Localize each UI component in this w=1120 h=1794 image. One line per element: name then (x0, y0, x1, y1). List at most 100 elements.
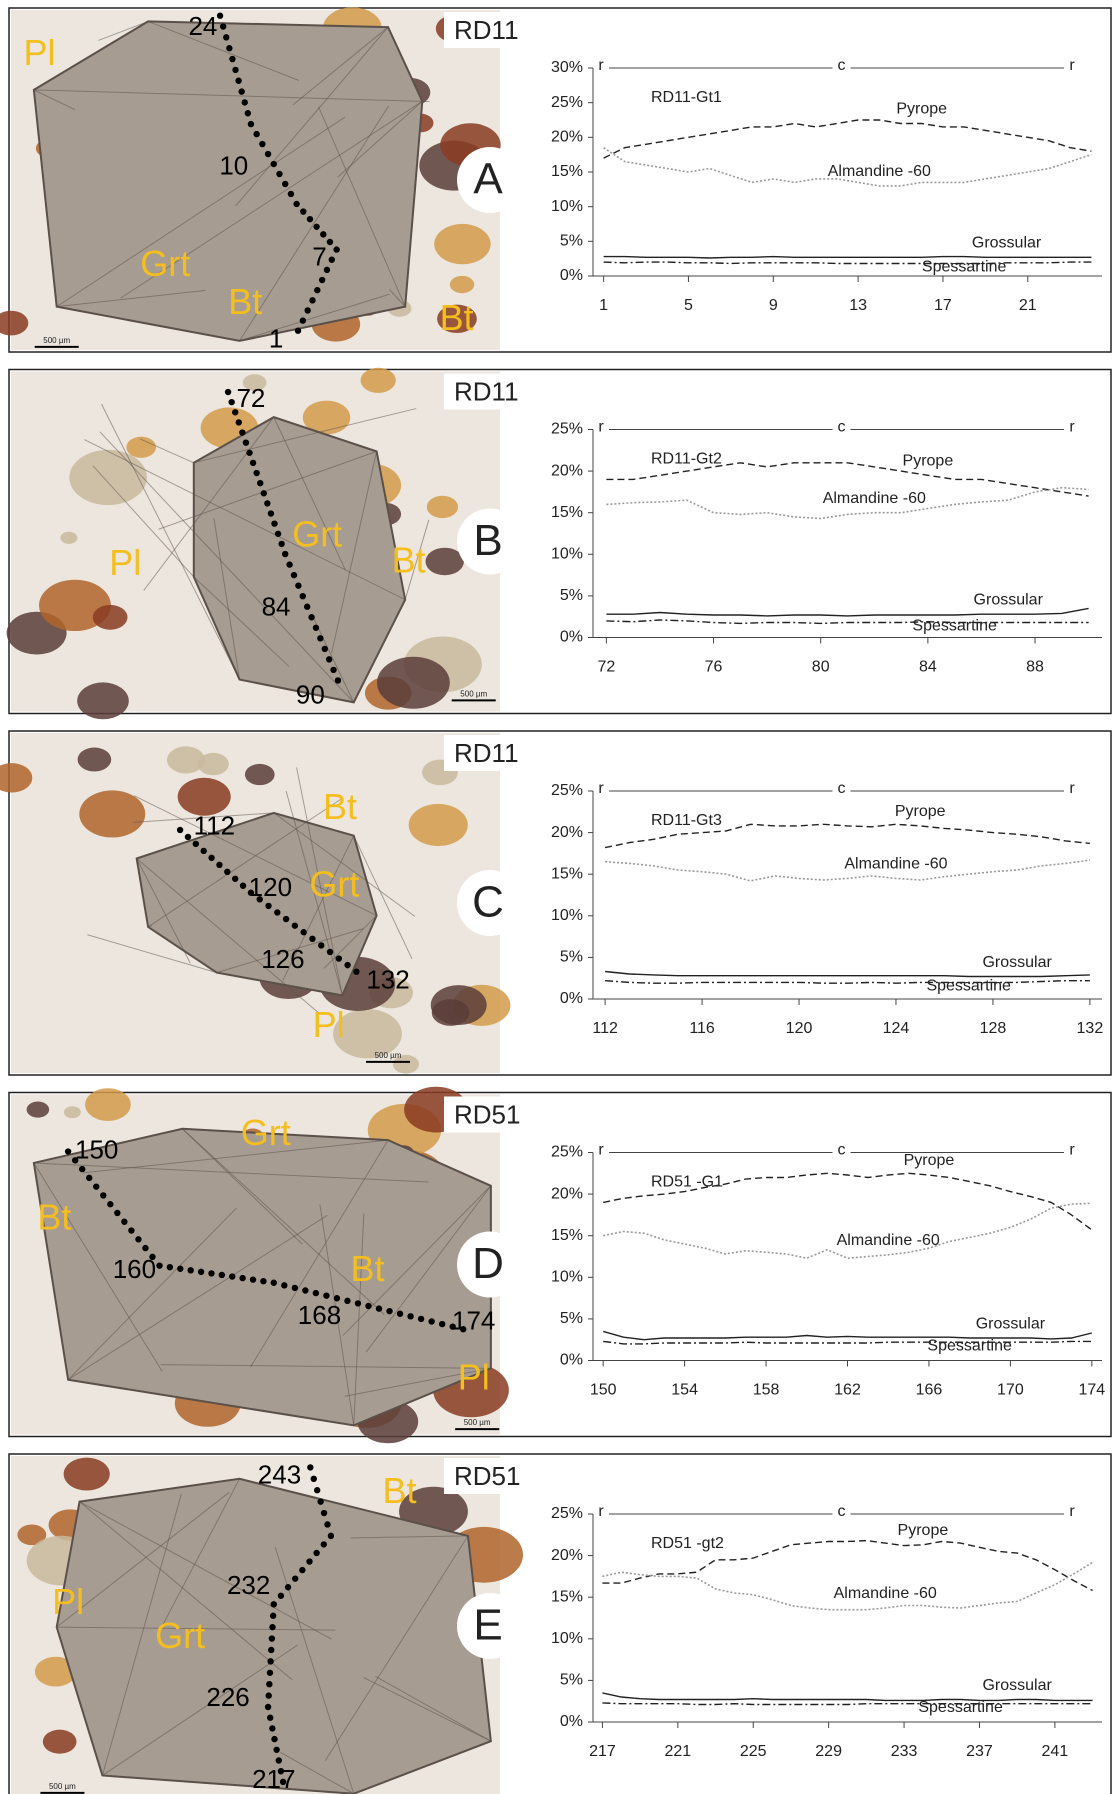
scale-bar-label: 500 µm (460, 689, 487, 698)
series-label: Grossular (976, 1315, 1046, 1332)
analysis-spot (275, 531, 281, 537)
analysis-spot (253, 131, 259, 137)
y-tick-label: 5% (560, 233, 583, 250)
y-tick-label: 25% (551, 1144, 583, 1161)
mineral-grain (245, 764, 275, 785)
spot-label: 84 (262, 592, 291, 622)
y-tick-label: 20% (551, 462, 583, 479)
y-tick-label: 10% (551, 198, 583, 215)
analysis-spot (239, 429, 245, 435)
series-label: Almandine -60 (837, 1232, 940, 1249)
analysis-spot (278, 541, 284, 547)
x-tick-label: 17 (934, 297, 952, 314)
analysis-spot (397, 1311, 403, 1317)
analysis-spot (264, 500, 270, 506)
mineral-label: Pl (109, 542, 141, 583)
analysis-spot (270, 1613, 276, 1619)
micrograph: PlGrtBt728490500 µm (7, 368, 500, 720)
y-tick-label: 20% (551, 129, 583, 146)
spot-label: 112 (194, 811, 235, 841)
analysis-spot (304, 307, 310, 313)
analysis-spot (300, 593, 306, 599)
y-tick-label: 25% (551, 782, 583, 799)
analysis-spot (285, 1584, 291, 1590)
spot-label: 10 (219, 150, 248, 180)
chart-title: RD51 -gt2 (651, 1535, 724, 1552)
analysis-spot (225, 389, 231, 395)
analysis-spot (428, 1318, 434, 1324)
analysis-spot (355, 1300, 361, 1306)
analysis-spot (228, 399, 234, 405)
analysis-spot (269, 1635, 275, 1641)
y-tick-label: 5% (560, 587, 583, 604)
analysis-spot (286, 561, 292, 567)
series-label: Spessartine (927, 1337, 1012, 1354)
analysis-spot (274, 909, 280, 915)
x-tick-label: 21 (1019, 297, 1037, 314)
y-tick-label: 0% (560, 1713, 583, 1730)
analysis-spot (201, 848, 207, 854)
analysis-spot (240, 883, 246, 889)
analysis-spot (282, 181, 288, 187)
analysis-spot (236, 419, 242, 425)
mineral-grain (27, 1102, 50, 1118)
profile-marker: c (838, 57, 846, 74)
analysis-spot (313, 224, 319, 230)
sample-label: RD11 (454, 376, 519, 406)
chart-title: RD51 -G1 (651, 1174, 723, 1191)
y-tick-label: 15% (551, 504, 583, 521)
mineral-label: Pl (52, 1581, 84, 1622)
series-line (602, 1703, 1092, 1705)
series-line (606, 620, 1088, 623)
panel-letter: C (472, 878, 504, 927)
y-tick-label: 10% (551, 546, 583, 563)
analysis-spot (336, 955, 342, 961)
x-tick-label: 229 (815, 1743, 842, 1760)
analysis-spot (261, 490, 267, 496)
analysis-spot (319, 277, 325, 283)
mineral-label: Pl (24, 32, 56, 73)
analysis-spot (224, 869, 230, 875)
analysis-spot (273, 1747, 279, 1753)
analysis-spot (239, 1275, 245, 1281)
series-label: Pyrope (895, 803, 946, 820)
x-tick-label: 132 (1077, 1020, 1104, 1037)
analysis-spot (220, 23, 226, 29)
spot-label: 90 (296, 680, 325, 710)
scale-bar-label: 500 µm (49, 1782, 76, 1791)
y-tick-label: 15% (551, 865, 583, 882)
spot-label: 150 (75, 1134, 118, 1164)
analysis-spot (257, 480, 263, 486)
y-tick-label: 10% (551, 1269, 583, 1286)
analysis-spot (317, 1498, 323, 1504)
analysis-spot (226, 45, 232, 51)
x-tick-label: 233 (891, 1743, 918, 1760)
series-label: Grossular (982, 954, 1052, 971)
analysis-spot (208, 855, 214, 861)
y-tick-label: 10% (551, 907, 583, 924)
y-tick-label: 15% (551, 1588, 583, 1605)
series-label: Grossular (982, 1677, 1052, 1694)
mineral-grain (60, 532, 77, 544)
x-tick-label: 217 (589, 1743, 616, 1760)
micrograph: GrtBtBtPl150160168174500 µm (11, 1087, 509, 1444)
mineral-grain (85, 1088, 131, 1121)
y-tick-label: 30% (551, 59, 583, 76)
analysis-spot (250, 1276, 256, 1282)
analysis-spot (292, 922, 298, 928)
figure: PlGrtBtBt241071500 µmRD11A0%5%10%15%20%2… (0, 0, 1120, 1794)
sample-label: RD11 (454, 15, 519, 45)
series-line (604, 257, 1092, 258)
analysis-spot (271, 1280, 277, 1286)
x-tick-label: 88 (1026, 659, 1044, 676)
series-label: Spessartine (926, 978, 1011, 995)
analysis-spot (86, 1175, 92, 1181)
profile-marker: r (598, 1142, 604, 1159)
analysis-spot (304, 604, 310, 610)
profile-marker: c (838, 780, 846, 797)
analysis-spot (265, 151, 271, 157)
analysis-spot (365, 1303, 371, 1309)
analysis-spot (265, 903, 271, 909)
x-tick-label: 5 (684, 297, 693, 314)
analysis-spot (309, 936, 315, 942)
